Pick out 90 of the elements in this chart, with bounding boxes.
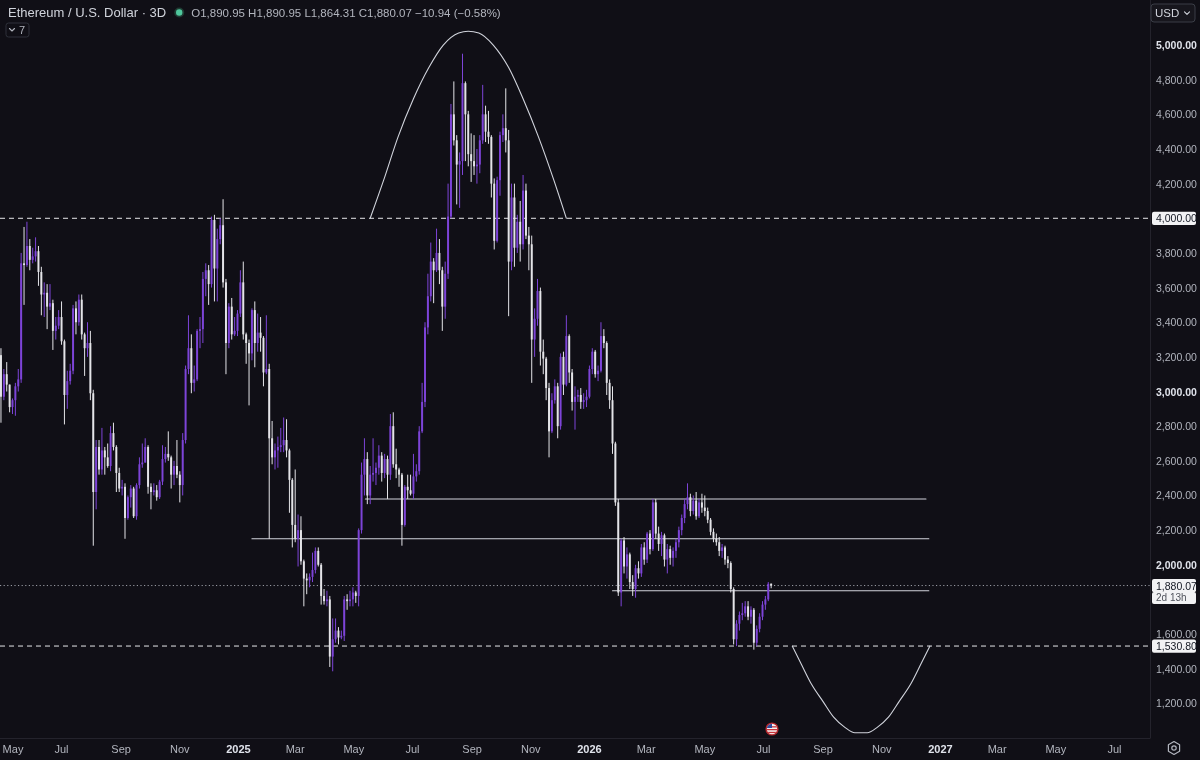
candlestick (625, 546, 628, 580)
candlestick (574, 385, 576, 431)
y-tick-label: 2,200.00 (1156, 524, 1198, 537)
x-tick-label: 2027 (928, 743, 953, 755)
candlestick (700, 493, 703, 514)
line-series (369, 30, 567, 219)
y-tick-label: 1,600.00 (1156, 628, 1198, 641)
ref-line-label: 1,880.07 (1156, 579, 1198, 592)
candlestick (435, 228, 438, 273)
y-tick-label: 5,000.00 (1156, 39, 1198, 52)
candlestick (74, 300, 77, 335)
y-tick-label: 1,400.00 (1156, 662, 1198, 675)
y-tick-label: 4,400.00 (1156, 142, 1198, 155)
y-tick-label: 4,800.00 (1156, 73, 1198, 86)
candlestick (106, 442, 109, 469)
x-tick-label: Jul (54, 743, 69, 755)
y-tick-label: 3,200.00 (1156, 350, 1198, 363)
x-tick-label: Sep (111, 743, 131, 755)
line-series (791, 645, 931, 734)
candlestick (695, 491, 698, 521)
candlestick (643, 541, 646, 566)
candlestick (28, 238, 31, 271)
candlestick (57, 309, 60, 330)
candlestick (144, 437, 147, 464)
y-tick-label: 1,200.00 (1156, 697, 1198, 710)
candlestick (692, 494, 695, 516)
candlestick (669, 545, 672, 566)
candlestick (409, 474, 412, 496)
candlestick (121, 479, 124, 496)
candlestick (66, 370, 69, 410)
candlestick (383, 453, 386, 479)
y-tick-label: 2,400.00 (1156, 489, 1198, 502)
y-tick-label: 3,600.00 (1156, 281, 1198, 294)
candlestick (331, 617, 334, 672)
x-tick-label: May (343, 743, 365, 755)
x-tick-label: May (1045, 743, 1067, 755)
x-tick-label: Jul (405, 743, 420, 755)
candlestick (103, 446, 106, 476)
candlestick (46, 283, 49, 330)
candlestick (43, 281, 46, 318)
y-tick-label: 3,000.00 (1156, 385, 1198, 398)
y-tick-label: 3,800.00 (1156, 246, 1198, 259)
candlestick (649, 529, 651, 555)
candlestick (747, 600, 750, 621)
candlestick (484, 105, 487, 143)
candlestick (2, 368, 5, 401)
annotation: 7 (19, 24, 26, 37)
y-tick-label: 4,200.00 (1156, 177, 1198, 190)
x-tick-label: Nov (170, 743, 191, 755)
candlestick (0, 347, 2, 424)
candlestick (724, 545, 726, 566)
candlestick (100, 427, 103, 476)
x-tick-label: Nov (520, 743, 542, 755)
text: 2d 13h (1156, 592, 1187, 604)
y-tick-label: 3,400.00 (1156, 316, 1198, 329)
candlestick (718, 536, 721, 557)
candlestick (660, 531, 663, 557)
candlestick (282, 417, 285, 453)
candlestick (256, 313, 259, 353)
candlestick (594, 349, 597, 379)
candlestick (519, 200, 522, 263)
x-tick-label: Sep (813, 743, 833, 755)
x-tick-label: May (2, 743, 24, 755)
x-tick-label: 2026 (577, 743, 602, 755)
x-tick-label: Jul (756, 743, 771, 755)
candlestick (380, 451, 383, 483)
x-tick-label: Jul (1107, 743, 1122, 755)
y-tick-label: 2,000.00 (1156, 558, 1198, 571)
candlestick (5, 361, 8, 393)
x-tick-label: Sep (462, 743, 482, 755)
candlestick (294, 468, 297, 543)
y-axis-title: USD (1155, 7, 1180, 20)
candlestick (579, 387, 582, 410)
candlestick (124, 482, 126, 540)
candlestick (634, 564, 637, 599)
candlestick (351, 586, 354, 607)
y-tick-label: 2,600.00 (1156, 454, 1198, 467)
y-tick-label: 2,800.00 (1156, 420, 1198, 433)
candlestick (349, 590, 351, 607)
x-tick-label: 2025 (226, 743, 251, 755)
candlestick (432, 257, 435, 304)
x-tick-label: May (694, 743, 716, 755)
x-tick-label: Nov (871, 743, 893, 755)
x-tick-label: Mar (987, 743, 1007, 755)
y-tick-label: 4,600.00 (1156, 108, 1198, 121)
x-tick-label: Mar (636, 743, 656, 755)
x-tick-label: Mar (285, 743, 305, 755)
annotation: O1,890.95 H1,890.95 L1,864.31 C1,880.07 −10.94 (−0.58%) (191, 6, 501, 19)
chart-title: Ethereum / U.S. Dollar · 3D (8, 5, 167, 20)
candlestick (49, 283, 51, 311)
